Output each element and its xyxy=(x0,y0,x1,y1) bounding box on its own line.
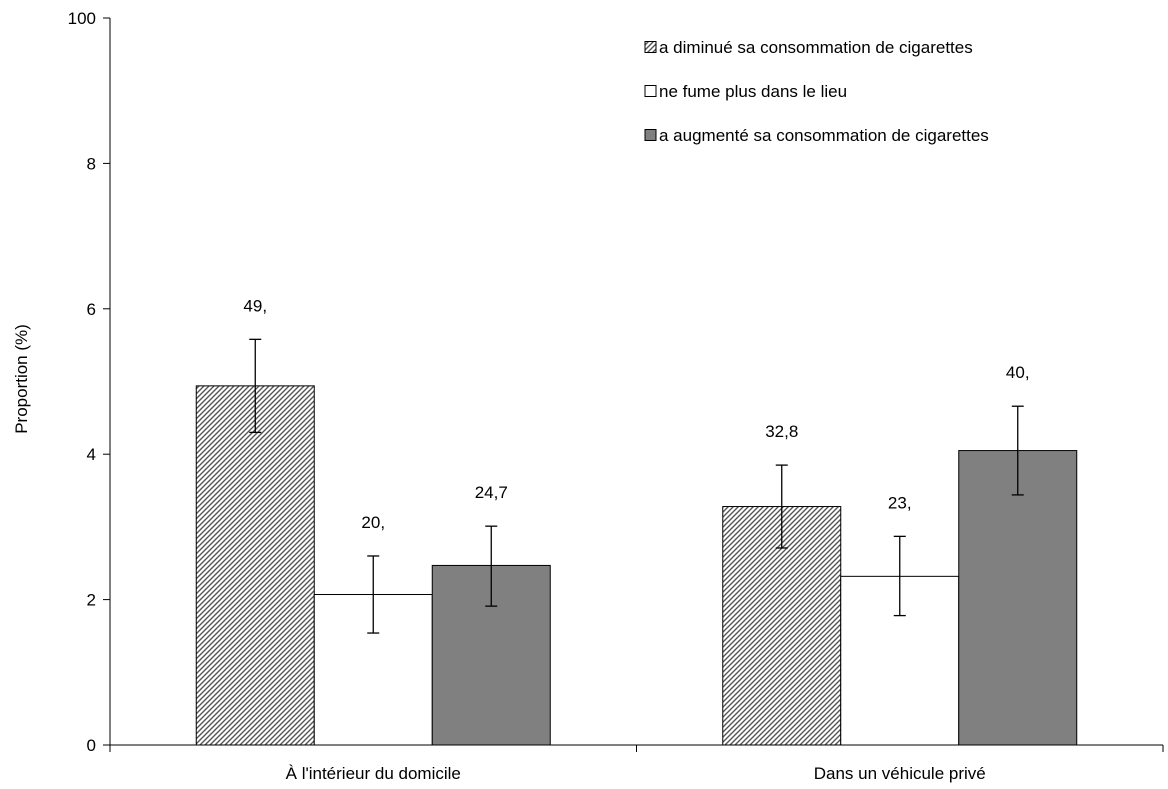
data-label: 24,7 xyxy=(475,483,508,502)
y-tick-label: 100 xyxy=(68,9,96,28)
data-label: 32,8 xyxy=(765,422,798,441)
y-tick-label: 0 xyxy=(87,736,96,755)
legend-label: ne fume plus dans le lieu xyxy=(659,82,847,101)
data-labels: 49, 32,8 20, 23, 24,7 40, xyxy=(243,296,1029,532)
legend-swatch xyxy=(644,41,657,53)
data-label: 20, xyxy=(361,513,385,532)
bar xyxy=(195,385,315,746)
data-label: 23, xyxy=(888,493,912,512)
x-category-label: À l'intérieur du domicile xyxy=(286,764,461,783)
y-axis-title: Proportion (%) xyxy=(12,324,31,434)
data-label: 40, xyxy=(1006,363,1030,382)
y-tick-label: 4 xyxy=(87,445,96,464)
legend-swatch xyxy=(644,129,657,141)
bars xyxy=(195,338,1078,746)
legend-label: a augmenté sa consommation de cigarettes xyxy=(659,126,989,145)
y-tick-label: 8 xyxy=(87,154,96,173)
x-category-label: Dans un véhicule privé xyxy=(814,764,986,783)
y-tick-label: 6 xyxy=(87,300,96,319)
bar xyxy=(958,450,1078,746)
data-label: 49, xyxy=(243,296,267,315)
y-tick-label: 2 xyxy=(87,591,96,610)
legend-swatch xyxy=(644,85,657,97)
legend-label: a diminué sa consommation de cigarettes xyxy=(659,38,973,57)
legend: a diminué sa consommation de cigarettes n… xyxy=(644,38,989,145)
